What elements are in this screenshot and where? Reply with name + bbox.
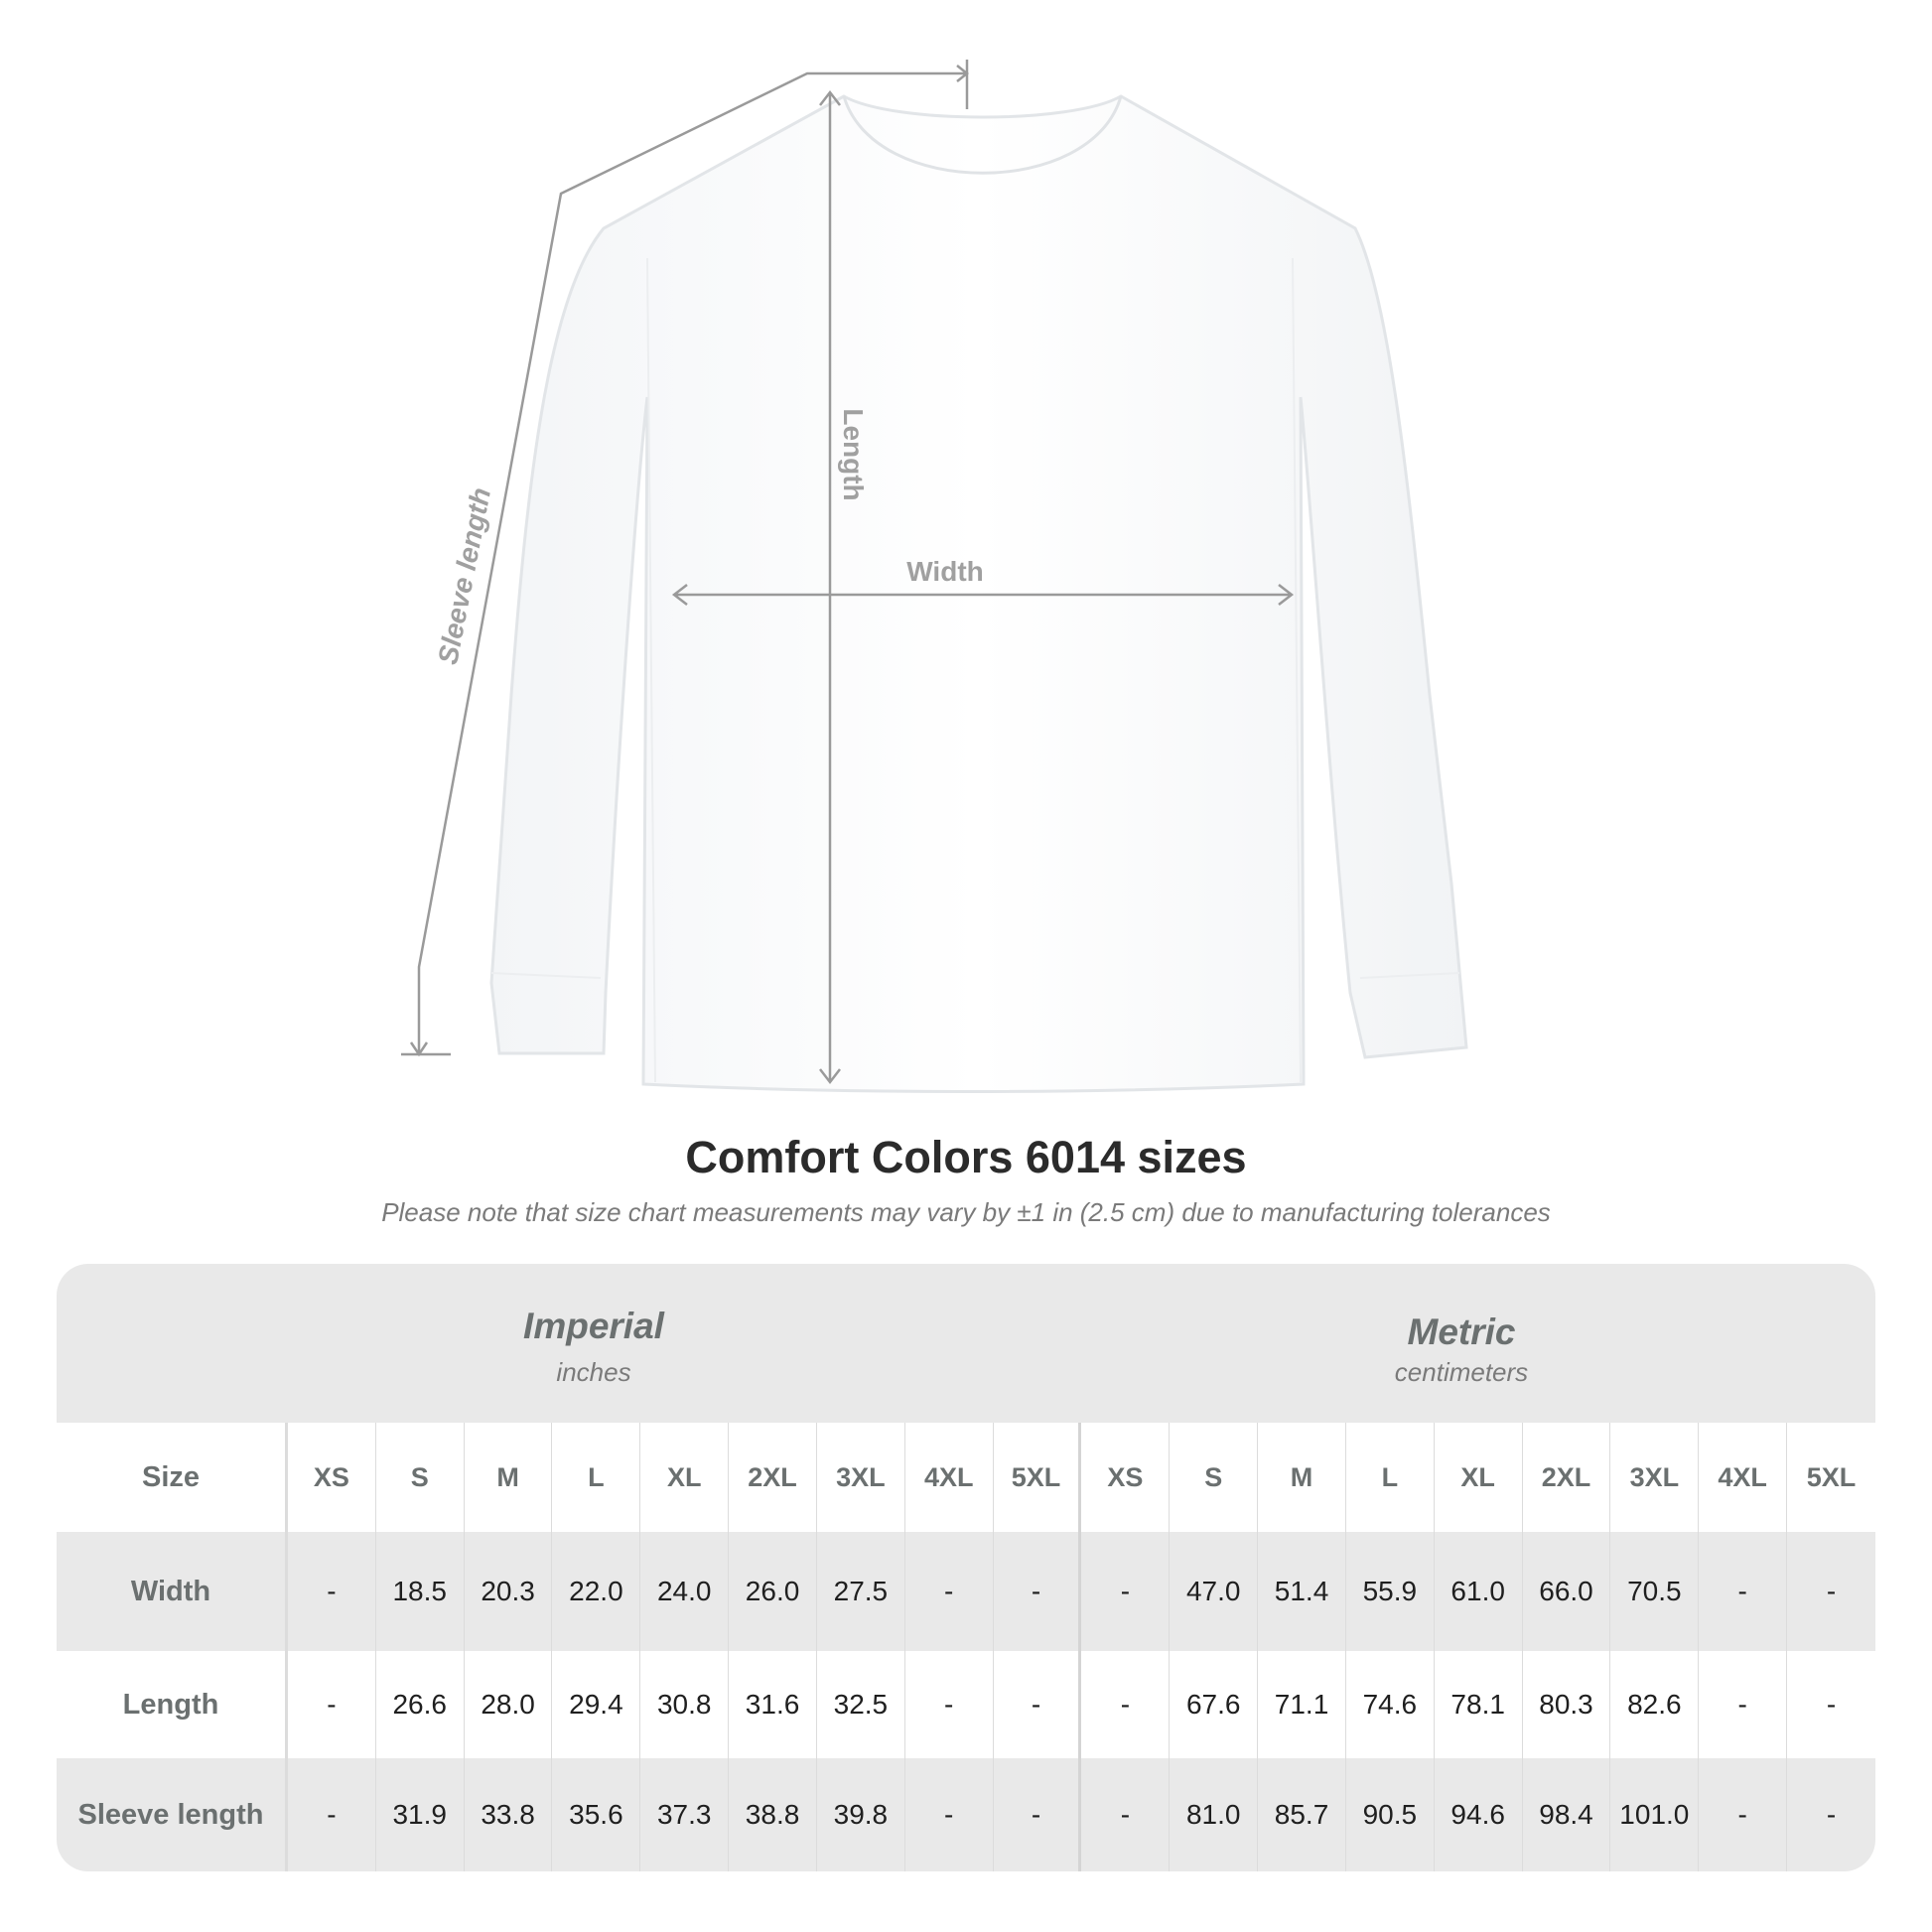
value-cell-imperial: 37.3 (640, 1758, 730, 1871)
value-cell-metric: 71.1 (1258, 1651, 1346, 1758)
value-cell-metric: - (1826, 1689, 1837, 1720)
size-header-imperial: L (552, 1423, 641, 1532)
value-cell-metric: 47.0 (1170, 1532, 1259, 1651)
size-header-imperial: 5XL (994, 1423, 1082, 1532)
value-cell-imperial: 32.5 (817, 1651, 905, 1758)
row-label: Length (57, 1651, 288, 1758)
table-row: Width -18.5 20.3 22.0 24.0 26.0 27.5- - -47.0 51.… (57, 1532, 1875, 1651)
sleeve-length-line (401, 60, 970, 1057)
value-cell-metric: - (1699, 1532, 1788, 1651)
size-header-imperial: M (465, 1423, 553, 1532)
size-header-metric: XS (1081, 1423, 1171, 1532)
value-cell-metric: 80.3 (1523, 1651, 1611, 1758)
value-cell-imperial: - (905, 1532, 994, 1651)
size-header-metric: XL (1435, 1423, 1523, 1532)
value-cell-metric: - (1081, 1758, 1171, 1871)
value-cell-metric: 81.0 (1170, 1758, 1259, 1871)
row-label: Width (57, 1532, 288, 1651)
value-cell-metric: 74.6 (1346, 1651, 1435, 1758)
value-cell-imperial: 29.4 (552, 1651, 641, 1758)
imperial-header: Imperial inches (523, 1306, 664, 1387)
value-cell-imperial: - (905, 1758, 994, 1871)
value-cell-metric: - (1699, 1651, 1788, 1758)
length-label: Length (838, 408, 869, 500)
value-cell-imperial: 18.5 (376, 1532, 465, 1651)
value-cell-imperial: - (994, 1758, 1082, 1871)
value-cell-metric: - (1081, 1532, 1171, 1651)
size-header-metric: 5XL (1806, 1461, 1857, 1492)
value-cell-metric: 70.5 (1610, 1532, 1700, 1651)
value-cell-metric: 94.6 (1435, 1758, 1523, 1871)
size-label: Size (57, 1423, 288, 1532)
value-cell-imperial: 38.8 (729, 1758, 817, 1871)
value-cell-metric: 90.5 (1346, 1758, 1435, 1871)
value-cell-imperial: 20.3 (465, 1532, 553, 1651)
value-cell-imperial: 39.8 (817, 1758, 905, 1871)
size-header-metric: 2XL (1523, 1423, 1611, 1532)
size-header-metric: M (1258, 1423, 1346, 1532)
value-cell-imperial: - (288, 1651, 376, 1758)
width-label: Width (906, 556, 984, 587)
size-header-row: Size XS S M L XL 2XL 3XL 4XL 5XL XS S M L XL 2XL 3XL 4XL 5… (57, 1423, 1875, 1532)
value-cell-metric: - (1081, 1651, 1171, 1758)
value-cell-imperial: 33.8 (465, 1758, 553, 1871)
value-cell-metric: 98.4 (1523, 1758, 1611, 1871)
value-cell-metric: 85.7 (1258, 1758, 1346, 1871)
value-cell-imperial: 26.6 (376, 1651, 465, 1758)
value-cell-metric: 55.9 (1346, 1532, 1435, 1651)
table-row: Length -26.6 28.0 29.4 30.8 31.6 32.5- - -67.6 71… (57, 1651, 1875, 1758)
tolerance-note: Please note that size chart measurements… (381, 1197, 1551, 1227)
shirt-diagram: Length Width Sleeve length (401, 60, 1468, 1093)
size-table: Imperial inches Metric centimeters Size X… (57, 1264, 1875, 1871)
page-title: Comfort Colors 6014 sizes (685, 1132, 1247, 1182)
value-cell-imperial: - (288, 1758, 376, 1871)
size-header-imperial: XL (640, 1423, 730, 1532)
size-header-imperial: 3XL (817, 1423, 905, 1532)
row-label: Sleeve length (57, 1758, 288, 1871)
value-cell-metric: - (1826, 1799, 1837, 1830)
value-cell-metric: 82.6 (1610, 1651, 1700, 1758)
size-header-metric: 3XL (1610, 1423, 1700, 1532)
value-cell-imperial: 24.0 (640, 1532, 730, 1651)
header-band (57, 1264, 1875, 1423)
length-arrow (819, 89, 841, 1085)
value-cell-metric: - (1699, 1758, 1788, 1871)
size-header-imperial: XS (288, 1423, 376, 1532)
value-cell-metric: 78.1 (1435, 1651, 1523, 1758)
value-cell-imperial: 31.6 (729, 1651, 817, 1758)
size-header-imperial: 4XL (905, 1423, 994, 1532)
value-cell-imperial: - (288, 1532, 376, 1651)
value-cell-imperial: 31.9 (376, 1758, 465, 1871)
value-cell-imperial: 30.8 (640, 1651, 730, 1758)
sleeve-length-label: Sleeve length (432, 485, 496, 667)
table-row: Sleeve length -31.9 33.8 35.6 37.3 38.8 39.8- -… (57, 1758, 1875, 1871)
value-cell-metric: - (1826, 1576, 1837, 1606)
value-cell-imperial: 22.0 (552, 1532, 641, 1651)
size-header-imperial: S (376, 1423, 465, 1532)
size-header-metric: L (1346, 1423, 1435, 1532)
value-cell-metric: 101.0 (1610, 1758, 1700, 1871)
value-cell-metric: 51.4 (1258, 1532, 1346, 1651)
value-cell-imperial: 26.0 (729, 1532, 817, 1651)
value-cell-metric: 61.0 (1435, 1532, 1523, 1651)
value-cell-imperial: - (994, 1532, 1082, 1651)
size-header-metric: S (1170, 1423, 1259, 1532)
value-cell-imperial: - (994, 1651, 1082, 1758)
size-header-metric: 4XL (1699, 1423, 1788, 1532)
value-cell-imperial: 27.5 (817, 1532, 905, 1651)
width-arrow (671, 584, 1295, 606)
value-cell-imperial: 35.6 (552, 1758, 641, 1871)
value-cell-imperial: - (905, 1651, 994, 1758)
value-cell-metric: 67.6 (1170, 1651, 1259, 1758)
value-cell-imperial: 28.0 (465, 1651, 553, 1758)
size-header-imperial: 2XL (729, 1423, 817, 1532)
metric-header: Metric centimeters (1394, 1311, 1529, 1387)
value-cell-metric: 66.0 (1523, 1532, 1611, 1651)
